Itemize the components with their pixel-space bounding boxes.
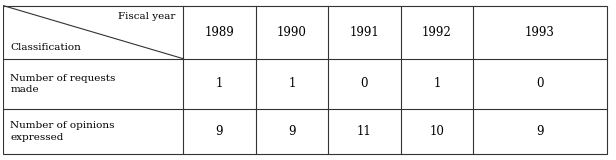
Text: 0: 0 (360, 77, 368, 90)
Text: 10: 10 (429, 125, 444, 138)
Text: Number of requests
made: Number of requests made (10, 73, 116, 94)
Text: 1993: 1993 (525, 26, 555, 39)
Text: 0: 0 (537, 77, 544, 90)
Text: 1989: 1989 (205, 26, 234, 39)
Text: 1990: 1990 (277, 26, 307, 39)
Text: 9: 9 (537, 125, 544, 138)
Text: 1991: 1991 (349, 26, 379, 39)
Text: 1: 1 (216, 77, 223, 90)
Text: 11: 11 (357, 125, 372, 138)
Text: 1: 1 (433, 77, 440, 90)
Text: 1: 1 (288, 77, 296, 90)
Text: 9: 9 (288, 125, 296, 138)
Text: Fiscal year: Fiscal year (118, 12, 176, 21)
Text: 1992: 1992 (422, 26, 452, 39)
Text: Number of opinions
expressed: Number of opinions expressed (10, 121, 115, 142)
Text: 9: 9 (216, 125, 223, 138)
Text: Classification: Classification (10, 43, 81, 52)
